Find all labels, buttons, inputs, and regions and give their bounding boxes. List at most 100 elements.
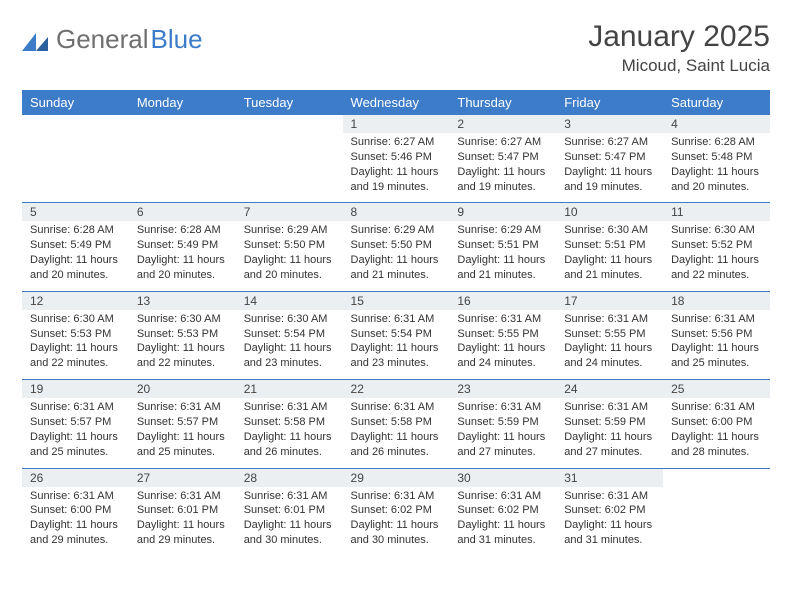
day-details-cell: Sunrise: 6:31 AMSunset: 6:01 PMDaylight:… <box>236 487 343 556</box>
week-details-row: Sunrise: 6:31 AMSunset: 5:57 PMDaylight:… <box>22 398 770 468</box>
week-details-row: Sunrise: 6:27 AMSunset: 5:46 PM Daylight:… <box>22 133 770 203</box>
day-number-cell: 30 <box>449 468 556 487</box>
day-header: Friday <box>556 90 663 115</box>
daylight-line: Daylight: 11 hours and 25 minutes. <box>671 341 762 371</box>
day-number-cell: 4 <box>663 115 770 133</box>
day-number-cell: 25 <box>663 380 770 399</box>
day-details-cell: Sunrise: 6:31 AMSunset: 6:00 PMDaylight:… <box>22 487 129 556</box>
sunrise-line: Sunrise: 6:27 AM <box>351 135 442 150</box>
week-number-row: 567891011 <box>22 203 770 222</box>
sunset-line: Sunset: 5:57 PM <box>30 415 121 430</box>
sunset-line: Sunset: 6:02 PM <box>457 503 548 518</box>
day-details-cell: Sunrise: 6:31 AMSunset: 6:01 PMDaylight:… <box>129 487 236 556</box>
sunset-line: Sunset: 5:52 PM <box>671 238 762 253</box>
sunset-line: Sunset: 5:50 PM <box>351 238 442 253</box>
day-details-cell: Sunrise: 6:31 AMSunset: 5:57 PMDaylight:… <box>22 398 129 468</box>
sunset-line: Sunset: 5:47 PM <box>564 150 655 165</box>
sunrise-line: Sunrise: 6:30 AM <box>244 312 335 327</box>
sunrise-line: Sunrise: 6:31 AM <box>351 312 442 327</box>
day-number-cell: 24 <box>556 380 663 399</box>
daylight-line: Daylight: 11 hours and 20 minutes. <box>137 253 228 283</box>
day-number-cell: 11 <box>663 203 770 222</box>
location-subtitle: Micoud, Saint Lucia <box>588 56 770 76</box>
sunrise-line: Sunrise: 6:31 AM <box>30 400 121 415</box>
sunset-line: Sunset: 5:53 PM <box>30 327 121 342</box>
day-details-cell: Sunrise: 6:28 AMSunset: 5:49 PMDaylight:… <box>129 221 236 291</box>
daylight-line: Daylight: 11 hours and 19 minutes. <box>564 165 655 195</box>
day-details-cell: Sunrise: 6:28 AMSunset: 5:49 PMDaylight:… <box>22 221 129 291</box>
day-details-cell: Sunrise: 6:31 AMSunset: 5:55 PMDaylight:… <box>556 310 663 380</box>
day-number-cell <box>236 115 343 133</box>
sunset-line: Sunset: 5:49 PM <box>137 238 228 253</box>
logo-icon <box>22 29 50 51</box>
day-number-cell: 18 <box>663 291 770 310</box>
sunset-line: Sunset: 5:57 PM <box>137 415 228 430</box>
sunset-line: Sunset: 6:02 PM <box>564 503 655 518</box>
day-details-cell: Sunrise: 6:30 AMSunset: 5:53 PMDaylight:… <box>129 310 236 380</box>
day-details-cell <box>22 133 129 203</box>
day-header: Thursday <box>449 90 556 115</box>
daylight-line: Daylight: 11 hours and 23 minutes. <box>244 341 335 371</box>
day-number-cell: 31 <box>556 468 663 487</box>
sunset-line: Sunset: 5:48 PM <box>671 150 762 165</box>
day-details-cell: Sunrise: 6:29 AMSunset: 5:51 PMDaylight:… <box>449 221 556 291</box>
week-details-row: Sunrise: 6:31 AMSunset: 6:00 PMDaylight:… <box>22 487 770 556</box>
logo-text-blue: Blue <box>151 24 203 55</box>
week-number-row: 1234 <box>22 115 770 133</box>
daylight-line: Daylight: 11 hours and 26 minutes. <box>351 430 442 460</box>
daylight-line: Daylight: 11 hours and 21 minutes. <box>564 253 655 283</box>
daylight-line: Daylight: 11 hours and 27 minutes. <box>564 430 655 460</box>
sunrise-line: Sunrise: 6:31 AM <box>30 489 121 504</box>
day-details-cell: Sunrise: 6:31 AMSunset: 6:02 PMDaylight:… <box>343 487 450 556</box>
sunset-line: Sunset: 6:02 PM <box>351 503 442 518</box>
sunrise-line: Sunrise: 6:30 AM <box>671 223 762 238</box>
sunrise-line: Sunrise: 6:31 AM <box>457 489 548 504</box>
sunset-line: Sunset: 5:55 PM <box>564 327 655 342</box>
sunset-line: Sunset: 5:46 PM <box>351 150 442 165</box>
day-details-cell: Sunrise: 6:27 AMSunset: 5:47 PMDaylight:… <box>556 133 663 203</box>
daylight-line: Daylight: 11 hours and 20 minutes. <box>671 165 762 195</box>
day-number-cell: 22 <box>343 380 450 399</box>
day-details-cell: Sunrise: 6:30 AMSunset: 5:52 PMDaylight:… <box>663 221 770 291</box>
day-details-cell: Sunrise: 6:31 AMSunset: 5:55 PMDaylight:… <box>449 310 556 380</box>
day-number-cell: 1 <box>343 115 450 133</box>
day-header: Monday <box>129 90 236 115</box>
day-details-cell: Sunrise: 6:31 AMSunset: 5:57 PMDaylight:… <box>129 398 236 468</box>
day-header-row: Sunday Monday Tuesday Wednesday Thursday… <box>22 90 770 115</box>
sunrise-line: Sunrise: 6:31 AM <box>137 400 228 415</box>
sunset-line: Sunset: 5:51 PM <box>564 238 655 253</box>
day-details-cell: Sunrise: 6:31 AMSunset: 5:56 PMDaylight:… <box>663 310 770 380</box>
daylight-line: Daylight: 11 hours and 22 minutes. <box>137 341 228 371</box>
day-details-cell: Sunrise: 6:28 AMSunset: 5:48 PMDaylight:… <box>663 133 770 203</box>
daylight-line: Daylight: 11 hours and 20 minutes. <box>244 253 335 283</box>
daylight-line: Daylight: 11 hours and 23 minutes. <box>351 341 442 371</box>
title-block: January 2025 Micoud, Saint Lucia <box>588 18 770 84</box>
week-number-row: 262728293031 <box>22 468 770 487</box>
day-details-cell: Sunrise: 6:31 AMSunset: 6:02 PMDaylight:… <box>449 487 556 556</box>
day-details-cell: Sunrise: 6:31 AMSunset: 5:54 PMDaylight:… <box>343 310 450 380</box>
sunset-line: Sunset: 5:49 PM <box>30 238 121 253</box>
day-number-cell: 12 <box>22 291 129 310</box>
sunrise-line: Sunrise: 6:31 AM <box>244 400 335 415</box>
calendar-table: Sunday Monday Tuesday Wednesday Thursday… <box>22 90 770 556</box>
sunrise-line: Sunrise: 6:28 AM <box>30 223 121 238</box>
day-number-cell: 28 <box>236 468 343 487</box>
sunrise-line: Sunrise: 6:31 AM <box>244 489 335 504</box>
sunrise-line: Sunrise: 6:31 AM <box>671 400 762 415</box>
day-number-cell: 21 <box>236 380 343 399</box>
sunset-line: Sunset: 5:58 PM <box>351 415 442 430</box>
calendar-page: General Blue January 2025 Micoud, Saint … <box>0 0 792 612</box>
week-number-row: 12131415161718 <box>22 291 770 310</box>
day-number-cell: 17 <box>556 291 663 310</box>
daylight-line: Daylight: 11 hours and 30 minutes. <box>351 518 442 548</box>
day-details-cell: Sunrise: 6:30 AMSunset: 5:54 PMDaylight:… <box>236 310 343 380</box>
day-details-cell: Sunrise: 6:31 AMSunset: 5:59 PMDaylight:… <box>556 398 663 468</box>
daylight-line: Daylight: 11 hours and 29 minutes. <box>137 518 228 548</box>
sunset-line: Sunset: 6:00 PM <box>671 415 762 430</box>
calendar-body: 1234 Sunrise: 6:27 AMSunset: 5:46 PM Dayli… <box>22 115 770 556</box>
day-details-cell: Sunrise: 6:27 AMSunset: 5:47 PMDaylight:… <box>449 133 556 203</box>
sunrise-line: Sunrise: 6:31 AM <box>137 489 228 504</box>
daylight-line: Daylight: 11 hours and 25 minutes. <box>137 430 228 460</box>
sunset-line: Sunset: 5:47 PM <box>457 150 548 165</box>
daylight-line: Daylight: 11 hours and 25 minutes. <box>30 430 121 460</box>
